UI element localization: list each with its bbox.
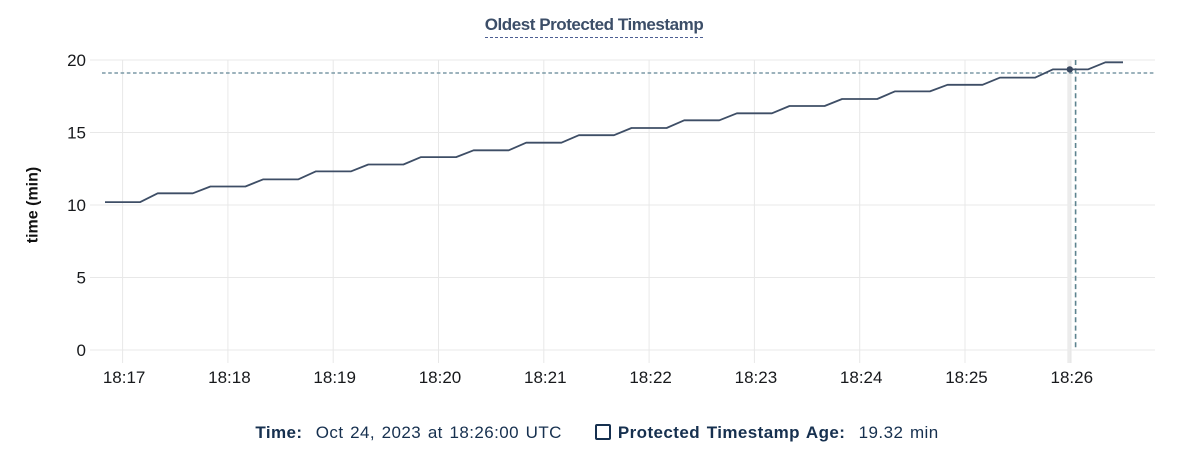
svg-text:15: 15 (67, 123, 86, 142)
svg-text:18:22: 18:22 (629, 368, 672, 387)
svg-text:18:24: 18:24 (840, 368, 883, 387)
svg-text:18:21: 18:21 (524, 368, 567, 387)
svg-text:18:23: 18:23 (735, 368, 778, 387)
svg-text:time (min): time (min) (25, 167, 42, 243)
svg-text:18:18: 18:18 (208, 368, 251, 387)
svg-text:18:20: 18:20 (419, 368, 462, 387)
svg-text:18:25: 18:25 (945, 368, 988, 387)
svg-text:0: 0 (77, 341, 86, 360)
svg-text:18:26: 18:26 (1051, 368, 1094, 387)
svg-text:18:19: 18:19 (313, 368, 356, 387)
svg-text:18:17: 18:17 (103, 368, 146, 387)
svg-text:20: 20 (67, 51, 86, 70)
svg-text:5: 5 (77, 268, 86, 287)
svg-text:10: 10 (67, 196, 86, 215)
